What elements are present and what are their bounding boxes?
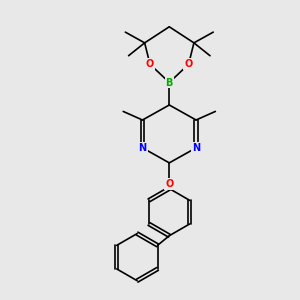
Text: B: B — [166, 77, 173, 88]
Text: O: O — [184, 59, 193, 69]
Text: N: N — [138, 143, 147, 153]
Text: O: O — [165, 179, 173, 189]
Text: O: O — [146, 59, 154, 69]
Text: N: N — [192, 143, 200, 153]
